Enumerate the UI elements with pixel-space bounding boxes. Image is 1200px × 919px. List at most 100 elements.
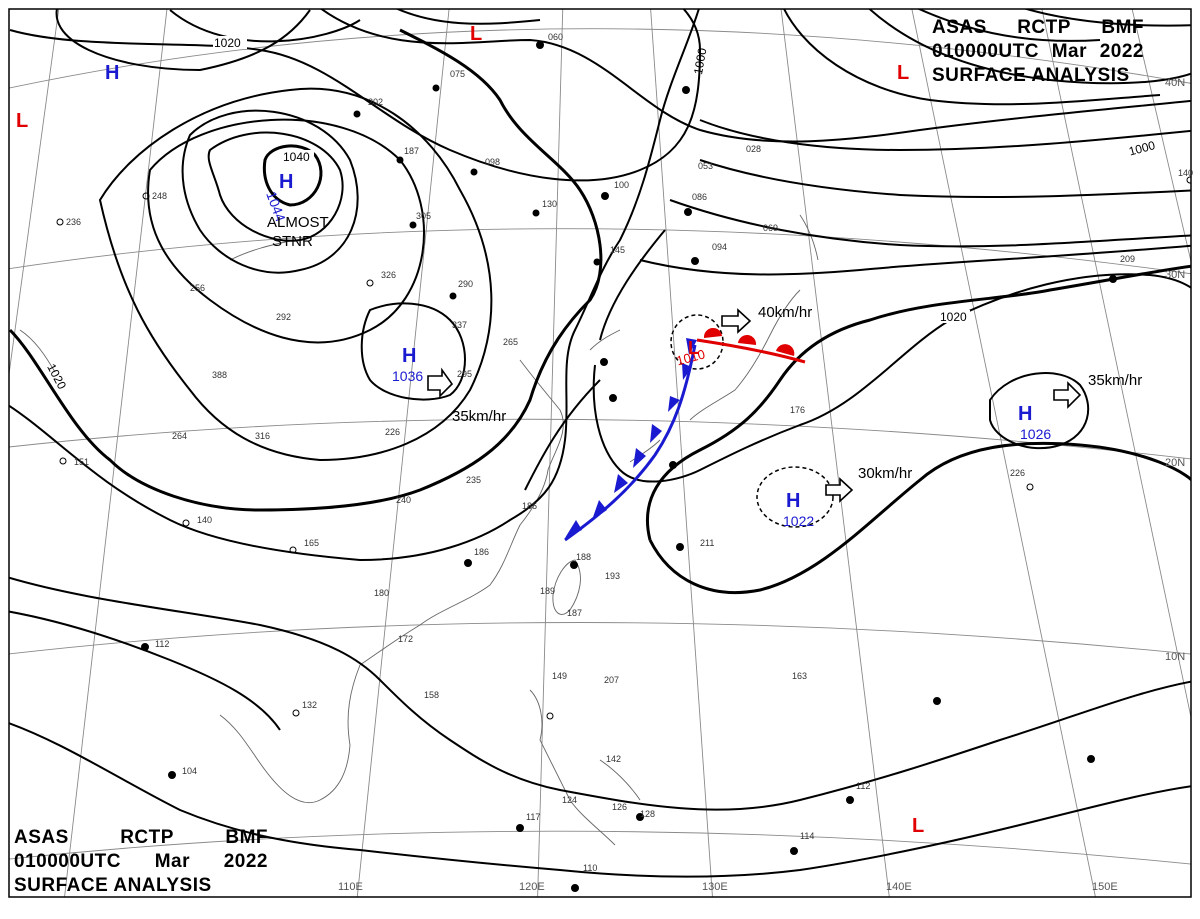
low-center-letter: L <box>912 815 924 837</box>
lat-label-20n: 20N <box>1165 457 1185 469</box>
station-value: 292 <box>276 312 291 322</box>
chart-header-bottom-left: ASAS RCTP BMF 010000UTC Mar 2022 SURFACE… <box>14 826 268 898</box>
header-title: SURFACE ANALYSIS <box>932 65 1130 86</box>
station-value: 264 <box>172 431 187 441</box>
station-value: 187 <box>567 608 582 618</box>
station-value: 149 <box>552 671 567 681</box>
station-value: 226 <box>1010 468 1025 478</box>
stationary-note: ALMOST <box>267 214 329 231</box>
isobar-label: 1000 <box>1127 138 1157 159</box>
station-value: 226 <box>385 427 400 437</box>
lon-label-150e: 150E <box>1092 881 1118 893</box>
station-value: 145 <box>610 245 625 255</box>
station-value: 305 <box>416 211 431 221</box>
station-value: 140 <box>197 515 212 525</box>
station-plots <box>56 41 1191 892</box>
low-center-letter: L <box>688 338 699 358</box>
high-center-value: 1026 <box>1020 426 1051 442</box>
header-month: Mar <box>154 851 190 872</box>
station-value: 202 <box>368 97 383 107</box>
low-center-letter: L <box>16 110 28 132</box>
station-value: 098 <box>485 157 500 167</box>
station-value: 094 <box>712 242 727 252</box>
movement-label: 35km/hr <box>452 408 506 425</box>
high-center-value: 1036 <box>392 368 423 384</box>
movement-label: 35km/hr <box>1088 372 1142 389</box>
station-value: 211 <box>700 538 714 548</box>
station-value: 186 <box>474 547 489 557</box>
movement-label: 40km/hr <box>758 304 812 321</box>
station-value: 235 <box>466 475 481 485</box>
station-value: 193 <box>605 571 620 581</box>
header-agency: BMF <box>225 827 268 848</box>
station-value: 060 <box>548 32 563 42</box>
station-value: 189 <box>540 586 555 596</box>
header-agency: ASAS <box>14 827 69 848</box>
station-value: 130 <box>542 199 557 209</box>
station-value: 117 <box>526 812 540 822</box>
station-value: 028 <box>746 144 761 154</box>
isobar-label: 1020 <box>44 361 69 391</box>
station-value: 248 <box>152 191 167 201</box>
station-value: 100 <box>614 180 629 190</box>
station-value: 151 <box>74 457 89 467</box>
lon-label-120e: 120E <box>519 881 545 893</box>
isobar-label: 1000 <box>691 47 709 76</box>
station-value: 207 <box>604 675 619 685</box>
high-center-letter: H <box>402 345 416 367</box>
isobar-label: 1040 <box>283 150 310 164</box>
station-value: 172 <box>398 634 413 644</box>
station-value: 075 <box>450 69 465 79</box>
station-value: 158 <box>424 690 439 700</box>
header-year: 2022 <box>223 851 268 872</box>
station-value: 104 <box>182 766 197 776</box>
station-value: 112 <box>155 639 169 649</box>
station-value: 128 <box>640 809 655 819</box>
lon-label-110e: 110E <box>338 881 363 893</box>
high-center-letter: H <box>1018 403 1032 425</box>
lon-label-130e: 130E <box>702 881 728 893</box>
header-agency: ASAS <box>932 17 987 38</box>
chart-header-top-right: ASAS RCTP BMF 010000UTC Mar 2022 SURFACE… <box>932 16 1144 88</box>
station-value: 295 <box>457 369 472 379</box>
lat-label-40n: 40N <box>1165 77 1185 89</box>
station-value: 112 <box>856 781 870 791</box>
station-value: 240 <box>396 495 411 505</box>
isobar-label: 1020 <box>940 310 967 324</box>
station-value: 053 <box>698 161 713 171</box>
station-value: 124 <box>562 795 577 805</box>
station-value: 165 <box>304 538 319 548</box>
station-value: 187 <box>404 146 419 156</box>
station-value: 114 <box>800 831 814 841</box>
lat-label-30n: 30N <box>1165 269 1185 281</box>
station-value: 337 <box>452 320 467 330</box>
header-title: SURFACE ANALYSIS <box>14 875 212 896</box>
station-value: 326 <box>381 270 396 280</box>
station-value: 316 <box>255 431 270 441</box>
station-value: 069 <box>763 223 778 233</box>
parallels <box>9 28 1191 865</box>
lon-label-140e: 140E <box>886 881 912 893</box>
header-year: 2022 <box>1099 41 1144 62</box>
isobar-label: 1020 <box>214 36 241 50</box>
coastlines <box>19 214 819 846</box>
station-value: 163 <box>792 671 807 681</box>
station-value: 186 <box>522 501 537 511</box>
high-center-letter: H <box>786 490 800 512</box>
high-center-letter: H <box>279 171 293 193</box>
header-agency: RCTP <box>120 827 174 848</box>
lat-label-10n: 10N <box>1165 651 1185 663</box>
high-center-letter: H <box>105 62 119 84</box>
high-center-value: 1022 <box>783 513 814 529</box>
stationary-note: STNR <box>272 233 313 250</box>
station-value: 256 <box>190 283 205 293</box>
station-value: 180 <box>374 588 389 598</box>
station-value: 388 <box>212 370 227 380</box>
header-agency: RCTP <box>1017 17 1071 38</box>
station-value: 110 <box>583 863 597 873</box>
header-time: 010000UTC <box>14 851 121 872</box>
station-value: 086 <box>692 192 707 202</box>
isobars <box>9 9 1191 878</box>
movement-arrows <box>427 308 1082 503</box>
